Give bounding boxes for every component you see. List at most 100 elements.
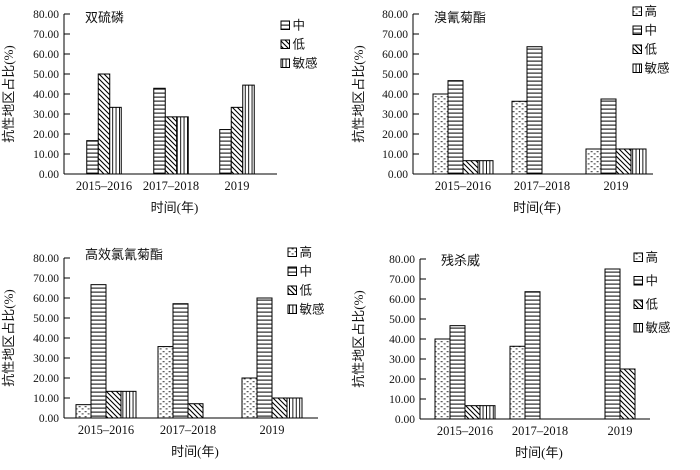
- chart-title: 溴氰菊酯: [434, 10, 486, 25]
- bar: [447, 80, 464, 175]
- legend-item-label: 敏感: [300, 302, 325, 317]
- legend-item-marker: [287, 304, 297, 314]
- bar: [511, 100, 528, 175]
- y-tick-label: 40.00: [389, 334, 415, 346]
- legend-item-marker: [287, 285, 297, 295]
- x-tick-label: 2019: [260, 423, 285, 437]
- legend-item-marker: [287, 266, 297, 276]
- y-tick-label: 30.00: [389, 354, 415, 366]
- axis-title-y: 抗性地区占比(%): [1, 289, 16, 387]
- bar: [462, 160, 479, 175]
- y-tick-label: 30.00: [382, 109, 408, 121]
- legend-item-label: 敏感: [646, 320, 671, 335]
- y-tick-label: 20.00: [382, 129, 408, 141]
- x-tick-label: 2015–2016: [78, 423, 134, 437]
- y-tick-label: 20.00: [389, 374, 415, 386]
- legend-item-label: 高: [645, 4, 658, 19]
- y-tick-label: 20.00: [33, 373, 59, 385]
- bar: [604, 268, 621, 420]
- y-tick-label: 10.00: [33, 393, 59, 405]
- y-tick-label: 70.00: [389, 274, 415, 286]
- y-tick-label: 50.00: [33, 313, 59, 325]
- axis-title-y: 抗性地区占比(%): [351, 45, 366, 143]
- axis-title-y: 抗性地区占比(%): [1, 45, 16, 143]
- x-tick-label: 2017–2018: [143, 179, 199, 193]
- bar: [630, 148, 647, 175]
- bar: [526, 46, 543, 175]
- x-tick-label: 2017–2018: [514, 179, 570, 193]
- y-tick-label: 60.00: [33, 49, 59, 61]
- bar: [75, 404, 92, 419]
- y-tick-label: 0.00: [39, 169, 59, 181]
- bar-chart-svg: 0.00 10.00 20.00 30.00 40.00 50.00 60.00 70.00 8…: [351, 4, 670, 216]
- y-tick-label: 0.00: [388, 169, 408, 181]
- y-tick-label: 40.00: [382, 89, 408, 101]
- y-tick-label: 50.00: [389, 314, 415, 326]
- legend-item-label: 中: [646, 273, 659, 288]
- bar: [464, 405, 481, 420]
- bar: [286, 397, 303, 419]
- x-tick-label: 2019: [225, 179, 250, 193]
- legend-item-label: 敏感: [645, 61, 670, 76]
- bar: [477, 160, 494, 175]
- legend-item-marker: [280, 20, 290, 30]
- y-tick-label: 0.00: [39, 413, 59, 425]
- bar: [176, 116, 189, 175]
- legend-item-label: 中: [293, 18, 306, 33]
- legend-item-marker: [633, 323, 643, 333]
- chart-title: 双硫磷: [85, 10, 124, 25]
- bar: [449, 325, 466, 420]
- bar: [241, 377, 258, 419]
- y-tick-label: 80.00: [382, 9, 408, 21]
- bar: [242, 84, 255, 175]
- x-tick-label: 2017–2018: [160, 423, 216, 437]
- y-tick-label: 30.00: [33, 109, 59, 121]
- legend-item-label: 低: [293, 38, 306, 52]
- y-tick-label: 20.00: [33, 129, 59, 141]
- chart-cell-bottom-right: 0.00 10.00 20.00 30.00 40.00 50.00 60.00 70.00 8…: [350, 235, 700, 470]
- legend-item-marker: [280, 39, 290, 49]
- legend-item-label: 敏感: [293, 56, 318, 71]
- bar: [172, 303, 189, 419]
- x-tick-label: 2017–2018: [512, 424, 568, 438]
- bar: [271, 397, 288, 419]
- chart-cell-top-right: 0.00 10.00 20.00 30.00 40.00 50.00 60.00 70.00 8…: [350, 0, 700, 235]
- axis-title-x: 时间(年): [171, 444, 219, 459]
- legend-item-label: 高: [646, 250, 659, 265]
- y-tick-label: 70.00: [382, 29, 408, 41]
- bar: [97, 73, 111, 175]
- bar-chart-svg: 0.00 10.00 20.00 30.00 40.00 50.00 60.00 70.00 8…: [351, 250, 671, 461]
- legend-item-label: 低: [646, 298, 659, 312]
- axis-title-x: 时间(年): [151, 200, 199, 215]
- x-tick-label: 2019: [604, 179, 629, 193]
- bar: [479, 405, 496, 420]
- legend-item-label: 高: [300, 245, 313, 260]
- axis-title-x: 时间(年): [513, 200, 561, 215]
- y-tick-label: 50.00: [33, 69, 59, 81]
- bar: [256, 297, 273, 419]
- chart-title: 残杀威: [441, 253, 480, 268]
- x-tick-label: 2019: [608, 424, 633, 438]
- legend-item-label: 低: [645, 43, 658, 57]
- y-tick-label: 10.00: [382, 149, 408, 161]
- axis-title-x: 时间(年): [515, 445, 563, 460]
- legend-item-marker: [632, 25, 642, 35]
- bar: [230, 106, 244, 175]
- y-tick-label: 60.00: [382, 49, 408, 61]
- legend-item-marker: [633, 299, 643, 309]
- bar: [219, 129, 232, 175]
- legend-item-marker: [632, 6, 642, 16]
- bar: [585, 148, 602, 175]
- bar: [434, 338, 451, 420]
- bar: [509, 345, 526, 420]
- x-tick-label: 2015–2016: [76, 179, 132, 193]
- y-tick-label: 80.00: [389, 254, 415, 266]
- y-tick-label: 60.00: [389, 294, 415, 306]
- y-tick-label: 80.00: [33, 9, 59, 21]
- bar: [524, 291, 541, 420]
- bar-chart-svg: 0.00 10.00 20.00 30.00 40.00 50.00 60.00 70.00 8…: [1, 245, 325, 460]
- y-tick-label: 40.00: [33, 89, 59, 101]
- bar: [187, 403, 204, 419]
- chart-cell-top-left: 0.00 10.00 20.00 30.00 40.00 50.00 60.00 70.00 8…: [0, 0, 350, 235]
